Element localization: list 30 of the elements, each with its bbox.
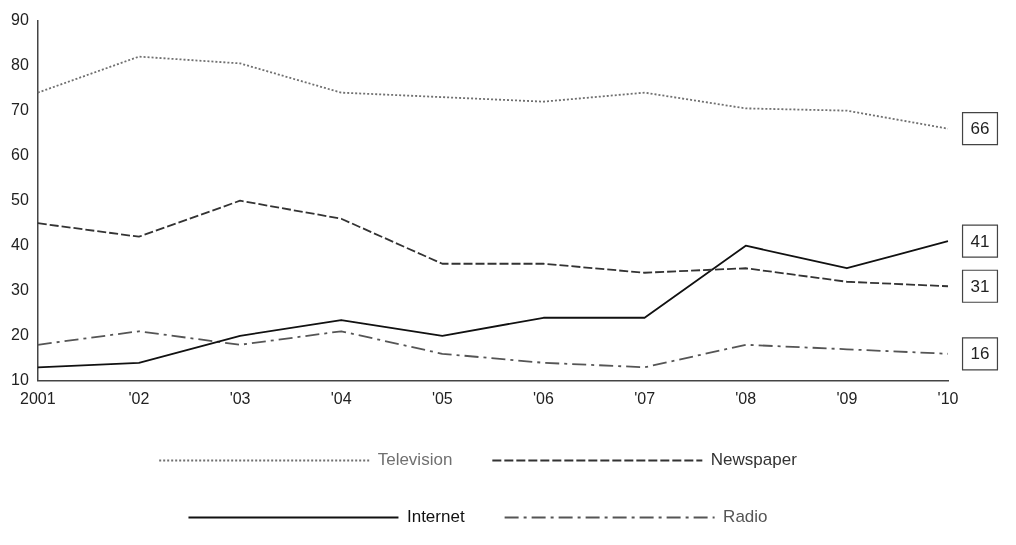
text: Radio (723, 507, 768, 527)
x-tick-label: '06 (533, 389, 554, 407)
x-tick-label: '10 (937, 389, 959, 407)
x-tick-label: '09 (836, 389, 858, 407)
x-tick-label: '02 (128, 389, 150, 407)
line-series (36, 330, 949, 369)
x-tick-label: '05 (431, 389, 453, 407)
x-tick-label: '07 (634, 389, 656, 407)
y-tick-label: 70 (11, 101, 29, 119)
data-label: 16 (970, 344, 990, 364)
y-tick-label: 90 (11, 11, 29, 29)
data-label: 66 (970, 119, 990, 139)
text: Internet (406, 507, 465, 527)
text: Newspaper (710, 450, 798, 470)
text: Television (377, 450, 453, 470)
x-tick-label: '08 (735, 389, 757, 407)
data-label: 31 (970, 276, 990, 296)
y-tick-label: 50 (11, 191, 29, 209)
data-label: 41 (970, 231, 990, 251)
x-tick-label: 2001 (20, 389, 56, 407)
x-tick-label: '04 (330, 389, 352, 407)
y-tick-label: 80 (11, 56, 29, 74)
y-tick-label: 40 (11, 236, 29, 254)
y-tick-label: 30 (11, 281, 29, 299)
y-tick-label: 60 (11, 146, 29, 164)
x-tick-label: '03 (229, 389, 251, 407)
line-series (36, 55, 949, 130)
y-tick-label: 10 (11, 371, 29, 389)
y-tick-label: 20 (11, 326, 29, 344)
line-series (36, 199, 949, 288)
